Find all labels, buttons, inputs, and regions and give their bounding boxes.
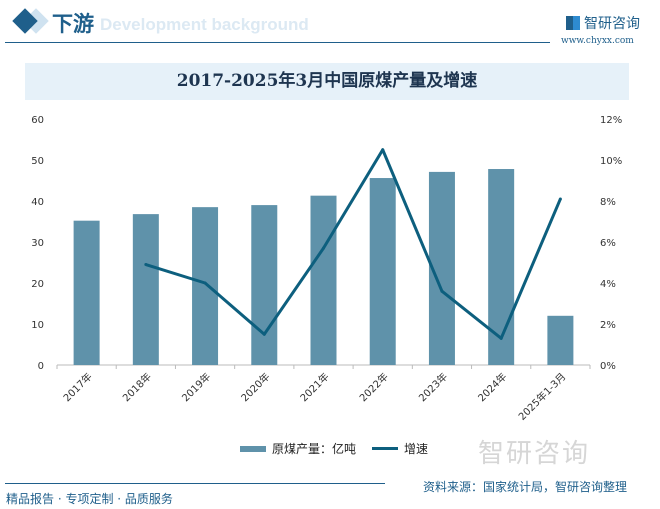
bar: [73, 220, 100, 365]
brand: 智研咨询: [566, 13, 640, 33]
source-note: 资料来源：国家统计局，智研咨询整理: [423, 480, 628, 494]
growth-line: [145, 148, 562, 340]
y-tick-label: 30: [31, 238, 44, 249]
x-tick-label: 2025年1-3月: [516, 370, 569, 423]
growth-point: [440, 289, 444, 293]
chart-title: 2017-2025年3月中国原煤产量及增速: [176, 71, 478, 91]
x-tick-label: 2021年: [297, 370, 331, 404]
growth-point: [381, 148, 385, 152]
brand-url: www.chyxx.com: [561, 36, 634, 46]
y-tick-label: 10: [31, 320, 44, 331]
legend-bar-swatch: [240, 445, 266, 452]
y2-tick-label: 4%: [600, 279, 616, 290]
chart: 0 10 20 30 40 50 60 0% 2% 4% 6% 8% 10% 12% 2017年 2018年 2…: [31, 115, 622, 423]
growth-point: [144, 263, 148, 267]
brand-logo-icon: [566, 16, 580, 30]
bar: [192, 207, 219, 365]
y-tick-label: 20: [31, 279, 44, 290]
bar: [369, 178, 396, 365]
footer-slogan: 精品报告 · 专项定制 · 品质服务: [6, 492, 173, 506]
y2-tick-label: 8%: [600, 197, 616, 208]
y2-tick-label: 12%: [600, 115, 622, 126]
y2-tick-label: 2%: [600, 320, 616, 331]
y2-tick-label: 10%: [600, 156, 622, 167]
bar: [132, 214, 159, 365]
brand-name: 智研咨询: [584, 16, 640, 32]
legend: 原煤产量：亿吨 增速: [240, 440, 428, 457]
growth-point: [558, 197, 562, 201]
x-tick-label: 2023年: [416, 370, 450, 404]
y2-tick-label: 6%: [600, 238, 616, 249]
x-tick-label: 2017年: [60, 370, 94, 404]
x-tick-label: 2019年: [179, 370, 213, 404]
growth-point: [322, 246, 325, 250]
y2-tick-label: 0%: [600, 361, 616, 372]
bar: [547, 315, 574, 365]
growth-point: [262, 332, 266, 336]
bar: [251, 205, 278, 365]
x-tick-label: 2020年: [238, 370, 272, 404]
x-tick-label: 2024年: [475, 370, 509, 404]
legend-bar-label: 原煤产量：亿吨: [272, 442, 357, 456]
watermark-logo: 智研咨询: [478, 439, 591, 469]
y-tick-label: 40: [31, 197, 44, 208]
section-subtitle: Development background: [100, 15, 309, 34]
y-tick-label: 0: [38, 361, 44, 372]
header-divider: [5, 42, 550, 43]
bar: [310, 195, 337, 365]
y-tick-label: 60: [31, 115, 44, 126]
growth-point: [203, 281, 207, 285]
section-title: 下游: [52, 11, 94, 36]
x-tick-label: 2022年: [357, 370, 391, 404]
legend-line-label: 增速: [404, 442, 429, 456]
x-tick-label: 2018年: [120, 370, 154, 404]
footer-divider: [5, 483, 385, 484]
growth-point: [499, 336, 503, 340]
legend-line-swatch: [372, 447, 399, 450]
title-background: [25, 63, 629, 100]
y-tick-label: 50: [31, 156, 44, 167]
